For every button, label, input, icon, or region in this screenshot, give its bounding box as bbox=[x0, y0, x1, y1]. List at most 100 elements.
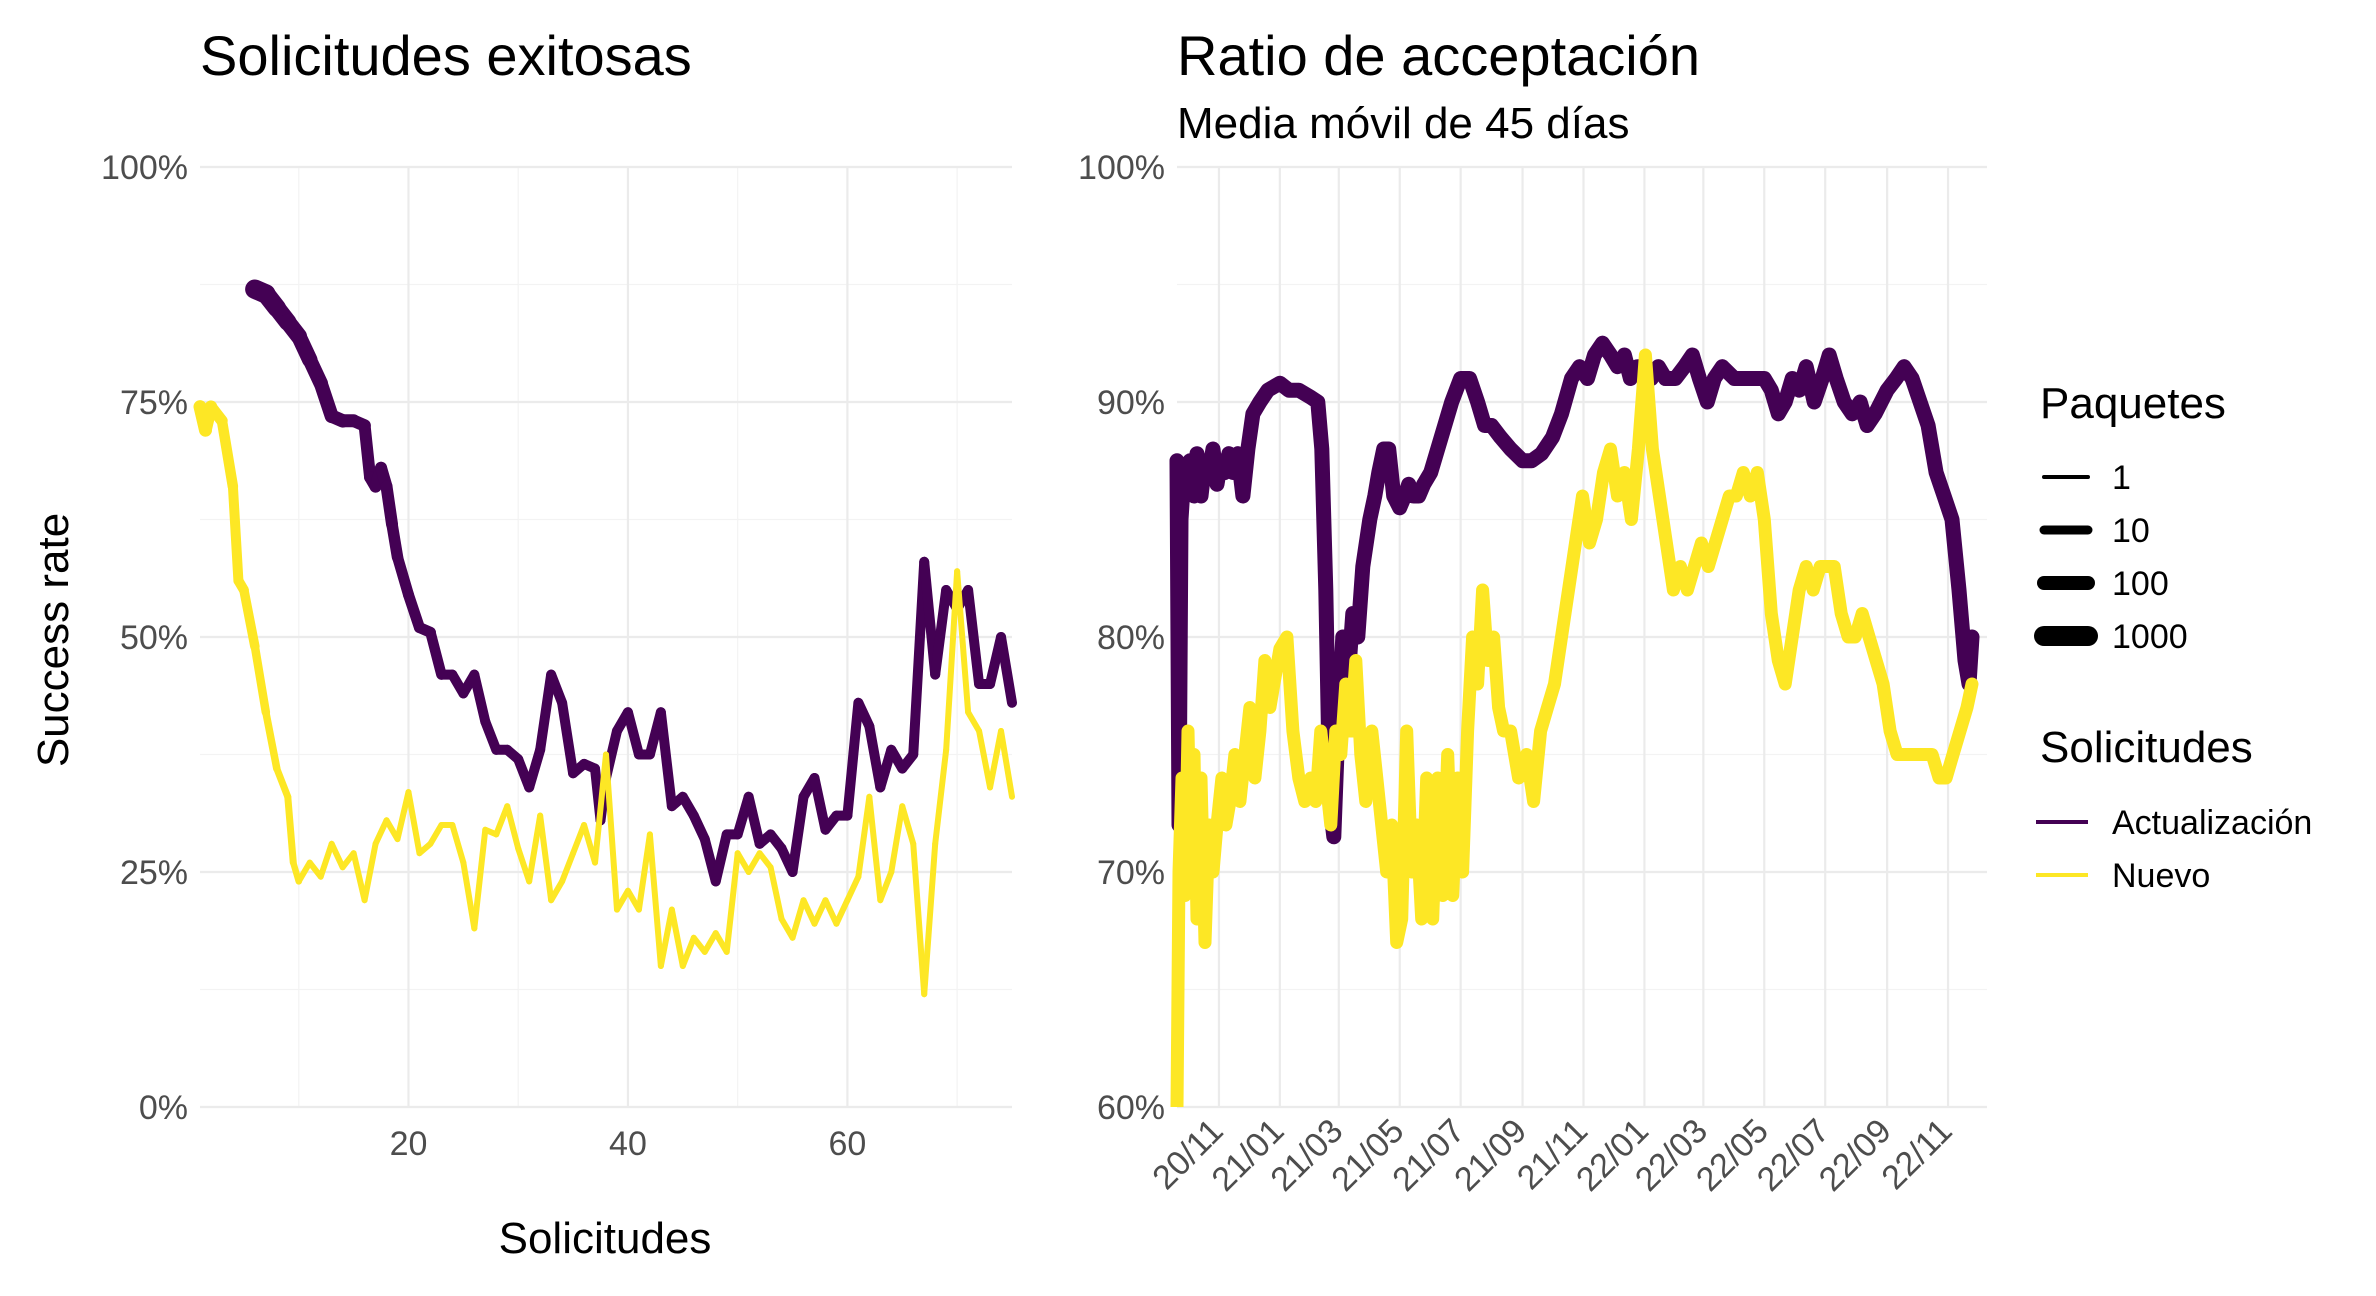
series-segment bbox=[811, 897, 829, 927]
left-y-ticks: 0% 25% 50% 75% 100% bbox=[101, 149, 188, 1127]
series-segment bbox=[427, 822, 445, 847]
y-tick-label: 100% bbox=[1078, 149, 1165, 187]
left-grid bbox=[200, 165, 1012, 1109]
left-chart-title: Solicitudes exitosas bbox=[200, 24, 692, 87]
series-segment bbox=[262, 708, 281, 773]
series-segment bbox=[965, 709, 983, 734]
series-segment bbox=[622, 707, 644, 760]
series-segment bbox=[386, 518, 404, 563]
series-segment bbox=[800, 897, 818, 927]
series-segment bbox=[350, 850, 368, 904]
series-segment bbox=[701, 930, 719, 955]
series-segment bbox=[767, 864, 785, 922]
y-tick-label: 100% bbox=[101, 149, 188, 187]
y-tick-label: 50% bbox=[120, 619, 188, 657]
left-series bbox=[193, 279, 1017, 998]
series-segment bbox=[921, 840, 939, 998]
series-segment bbox=[844, 873, 862, 904]
series-segment bbox=[592, 751, 609, 866]
legend-size-label: 10 bbox=[2112, 512, 2150, 550]
series-segment bbox=[548, 878, 566, 904]
legend-color-title: Solicitudes bbox=[2040, 723, 2253, 772]
left-x-axis-title: Solicitudes bbox=[499, 1214, 712, 1263]
x-tick-label: 22/07 bbox=[1750, 1112, 1837, 1199]
right-series bbox=[1169, 335, 1980, 1107]
series-segment bbox=[216, 415, 239, 492]
series-segment bbox=[372, 817, 390, 847]
y-tick-label: 60% bbox=[1097, 1089, 1165, 1127]
series-segment bbox=[570, 822, 588, 857]
legend-size-label: 1000 bbox=[2112, 618, 2188, 656]
series-segment bbox=[855, 793, 873, 880]
series-segment bbox=[866, 793, 884, 904]
series-segment bbox=[657, 906, 675, 969]
series-segment bbox=[537, 812, 555, 904]
right-chart-title: Ratio de acceptación bbox=[1177, 24, 1700, 87]
series-segment bbox=[899, 803, 917, 847]
series-segment bbox=[425, 627, 447, 680]
y-tick-label: 70% bbox=[1097, 854, 1165, 892]
series-segment bbox=[877, 869, 895, 904]
series-segment bbox=[943, 568, 961, 753]
x-tick-label: 21/09 bbox=[1447, 1112, 1534, 1199]
legend-size-title: Paquetes bbox=[2040, 379, 2226, 428]
legend-color-label: Actualización bbox=[2112, 804, 2312, 842]
series-segment bbox=[526, 812, 544, 885]
series-segment bbox=[380, 480, 399, 531]
series-segment bbox=[655, 707, 677, 812]
series-segment bbox=[524, 744, 546, 793]
right-panel: Ratio de acceptación Media móvil de 45 d… bbox=[1078, 24, 1987, 1199]
series-segment bbox=[559, 850, 577, 885]
series-segment bbox=[932, 746, 950, 847]
y-tick-label: 90% bbox=[1097, 384, 1165, 422]
series-segment bbox=[504, 803, 522, 852]
series-segment bbox=[976, 728, 994, 791]
series-segment bbox=[328, 840, 346, 871]
series-segment bbox=[449, 822, 467, 866]
series-actualizacion bbox=[245, 279, 1017, 887]
y-tick-label: 80% bbox=[1097, 619, 1165, 657]
legend-size-label: 100 bbox=[2112, 565, 2169, 603]
x-tick-label: 20 bbox=[390, 1125, 428, 1163]
series-segment bbox=[809, 773, 831, 835]
series-segment bbox=[394, 789, 412, 843]
series-segment bbox=[679, 934, 697, 969]
right-y-ticks: 60% 70% 80% 90% 100% bbox=[1078, 149, 1165, 1127]
series-segment bbox=[963, 585, 985, 689]
series-segment bbox=[250, 642, 271, 717]
series-segment bbox=[646, 831, 664, 969]
legend-color-keys: Actualización Nuevo bbox=[2036, 804, 2312, 895]
right-x-ticks: 20/1121/0121/0321/0521/0721/0921/1122/01… bbox=[1145, 1112, 1959, 1199]
series-segment bbox=[743, 791, 765, 849]
series-segment bbox=[710, 829, 732, 887]
series-segment bbox=[954, 568, 972, 716]
x-tick-label: 40 bbox=[609, 1125, 647, 1163]
series-segment bbox=[239, 585, 260, 652]
series-segment bbox=[996, 632, 1017, 708]
series-segment bbox=[471, 826, 489, 932]
series-segment bbox=[833, 897, 851, 927]
series-segment bbox=[613, 887, 631, 913]
series-segment bbox=[930, 585, 952, 680]
series-segment bbox=[842, 697, 864, 821]
left-x-ticks: 20 40 60 bbox=[390, 1125, 867, 1163]
left-y-axis-title: Success rate bbox=[29, 513, 78, 767]
right-chart-subtitle: Media móvil de 45 días bbox=[1177, 99, 1629, 148]
series-segment bbox=[361, 840, 379, 904]
series-segment bbox=[227, 481, 244, 586]
series-segment bbox=[284, 793, 297, 867]
y-tick-label: 75% bbox=[120, 384, 188, 422]
series-segment bbox=[734, 850, 752, 875]
x-tick-label: 22/09 bbox=[1812, 1112, 1899, 1199]
series-segment bbox=[402, 589, 425, 634]
series-segment bbox=[723, 850, 741, 955]
series-segment bbox=[603, 751, 620, 913]
series-segment bbox=[789, 897, 807, 941]
x-tick-label: 22/11 bbox=[1874, 1112, 1959, 1197]
series-segment bbox=[910, 840, 928, 998]
series-segment bbox=[535, 669, 557, 755]
series-segment bbox=[787, 791, 809, 877]
series-segment bbox=[987, 728, 1005, 791]
series-segment bbox=[668, 906, 686, 969]
